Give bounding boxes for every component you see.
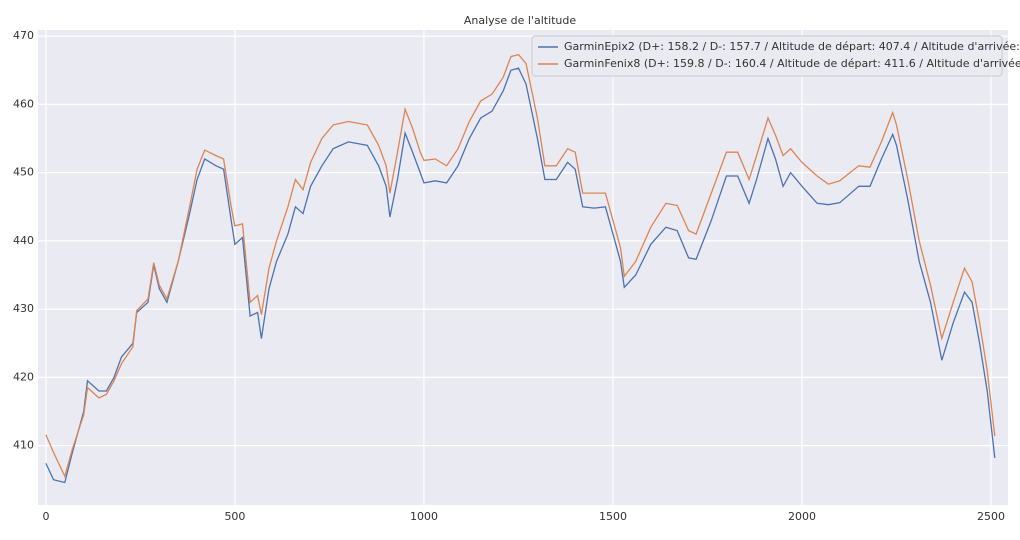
x-tick-label: 2000: [788, 510, 816, 523]
plot-area: [38, 30, 1008, 505]
data-line: [45, 67, 996, 484]
y-tick-label: 430: [13, 302, 34, 315]
data-line: [45, 53, 996, 479]
y-tick-label: 440: [13, 234, 34, 247]
x-tick-label: 1000: [410, 510, 438, 523]
y-tick-label: 410: [13, 439, 34, 452]
y-tick-label: 450: [13, 166, 34, 179]
legend: GarminEpix2 (D+: 158.2 / D-: 157.7 / Alt…: [531, 35, 1020, 77]
legend-label: GarminEpix2 (D+: 158.2 / D-: 157.7 / Alt…: [564, 40, 1020, 53]
x-tick-label: 1500: [599, 510, 627, 523]
x-tick-label: 2500: [977, 510, 1005, 523]
y-tick-label: 460: [13, 97, 34, 110]
chart-title: Analyse de l'altitude: [464, 14, 577, 27]
legend-label: GarminFenix8 (D+: 159.8 / D-: 160.4 / Al…: [564, 57, 1020, 70]
y-tick-label: 470: [13, 29, 34, 42]
y-tick-label: 420: [13, 370, 34, 383]
x-tick-label: 500: [224, 510, 245, 523]
x-tick-label: 0: [42, 510, 49, 523]
legend-box: [531, 35, 1003, 77]
